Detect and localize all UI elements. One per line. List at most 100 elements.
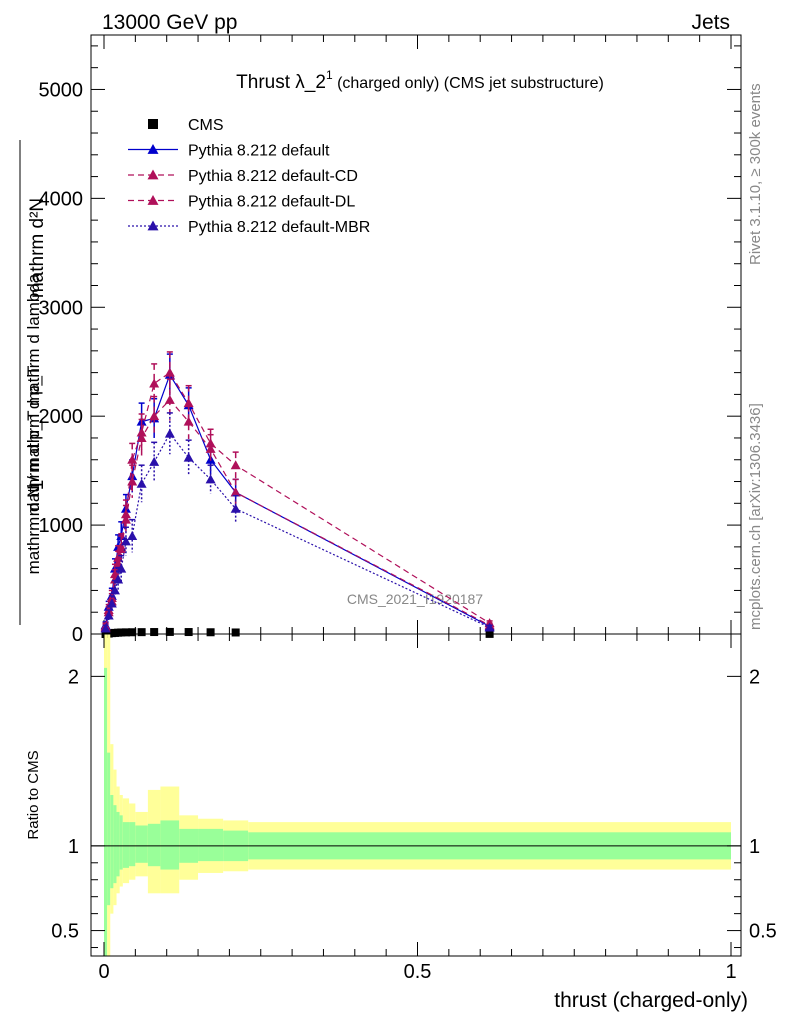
legend-item: Pythia 8.212 default-DL	[128, 194, 355, 211]
series-point	[100, 623, 111, 633]
ylabel-prefix-num: 1	[27, 480, 48, 491]
ylabel-denominator: mathrm d p_T mathrm d lambda	[24, 273, 43, 516]
cms-data-point	[165, 627, 174, 636]
legend-label: CMS	[188, 117, 224, 134]
series-point	[205, 443, 216, 453]
series-line	[104, 373, 490, 627]
ratio-y-tick-label: 1	[68, 836, 79, 858]
ratio-inner-band	[147, 823, 161, 867]
series-point	[149, 411, 160, 421]
ratio-inner-band	[107, 752, 111, 906]
legend-label: Pythia 8.212 default	[188, 143, 330, 160]
main-y-tick-label: 5000	[39, 79, 84, 101]
ratio-inner-band	[129, 822, 136, 867]
series-point	[164, 394, 175, 404]
series-point	[116, 544, 127, 554]
legend-marker-triangle	[147, 195, 159, 205]
series-point	[127, 454, 138, 464]
cms-data-point	[150, 628, 159, 637]
series-point	[205, 474, 216, 484]
ratio-inner-band	[116, 811, 120, 877]
legend-label: Pythia 8.212 default-DL	[188, 194, 355, 211]
series-point	[230, 503, 241, 513]
ratio-y-tick-label-right: 1	[749, 836, 760, 858]
series-point	[484, 622, 495, 632]
chart-title: Thrust λ_21 (charged only) (CMS jet subs…	[236, 68, 604, 93]
series-point	[120, 514, 131, 524]
main-y-tick-label: 2000	[39, 406, 84, 428]
series-layer	[100, 351, 495, 638]
title-rest: (charged only) (CMS jet substructure)	[333, 75, 604, 92]
ratio-y-tick-label: 0.5	[51, 921, 79, 943]
main-y-ticks: 0 1000 2000 3000 4000 5000	[39, 45, 741, 646]
cms-data-point	[137, 628, 146, 637]
series-point	[164, 367, 175, 377]
legend-item: Pythia 8.212 default-MBR	[128, 219, 370, 236]
ratio-y-tick-label-right: 2	[749, 666, 760, 688]
series-point	[127, 530, 138, 540]
main-y-tick-label: 4000	[39, 188, 84, 210]
ratio-inner-band	[135, 825, 148, 863]
legend: CMS Pythia 8.212 default Pythia 8.212 defa…	[128, 117, 370, 236]
ratio-y-ticks: 0.5 0.5 1 1 2 2	[51, 666, 777, 949]
rivet-label: Rivet 3.1.10, ≥ 300k events	[747, 83, 764, 265]
x-tick-label: 0	[98, 961, 109, 983]
series-point	[183, 416, 194, 426]
ratio-x-ticks: 0 0.5 1	[98, 634, 737, 983]
main-y-tick-label: 0	[72, 624, 83, 646]
process-label: Jets	[691, 11, 730, 34]
ylabel-numerator: mathrm d²N	[27, 198, 48, 298]
ratio-inner-band	[113, 805, 117, 884]
ratio-inner-band	[198, 828, 224, 862]
legend-marker-triangle	[147, 144, 159, 154]
legend-item: Pythia 8.212 default-CD	[128, 168, 358, 185]
series-point	[120, 536, 131, 546]
series-point	[149, 456, 160, 466]
legend-item: Pythia 8.212 default	[128, 143, 330, 160]
series-cms	[101, 627, 494, 638]
ratio-inner-band	[122, 822, 130, 868]
legend-marker-triangle	[147, 169, 159, 180]
legend-marker-square	[148, 119, 158, 129]
series-pythia-8-212-default-cd	[100, 351, 495, 631]
series-point	[136, 432, 147, 442]
ratio-y-tick-label-right: 0.5	[749, 921, 777, 943]
cms-data-point	[117, 628, 126, 637]
legend-label: Pythia 8.212 default-CD	[188, 168, 358, 185]
ratio-inner-band	[110, 795, 114, 889]
x-tick-label: 0.5	[404, 961, 432, 983]
cms-data-point	[121, 628, 130, 637]
ylabel-prefix-den: mathrm d N / mathrm d p_T	[24, 366, 43, 575]
ratio-frame	[90, 633, 742, 957]
series-pythia-8-212-default-mbr	[100, 412, 495, 633]
main-y-tick-label: 3000	[39, 297, 84, 319]
energy-label: 13000 GeV pp	[102, 11, 237, 34]
series-point	[136, 478, 147, 488]
series-point	[230, 460, 241, 470]
mcplots-label: mcplots.cern.ch [arXiv:1306.3436]	[747, 403, 764, 630]
ratio-panel: 0.5 0.51 12 2 0 0.5 1 Ratio to CMS thrust (ch…	[25, 633, 777, 1012]
series-pythia-8-212-default	[100, 353, 495, 631]
series-point	[164, 428, 175, 438]
series-point	[103, 610, 114, 620]
series-line	[104, 371, 490, 627]
legend-item: CMS	[148, 117, 224, 134]
main-y-tick-label: 1000	[39, 515, 84, 537]
series-point	[120, 509, 131, 519]
cms-data-point	[128, 628, 137, 637]
series-point	[127, 476, 138, 486]
series-point	[116, 563, 127, 573]
ratio-bands	[104, 634, 731, 956]
ratio-y-tick-label: 2	[68, 666, 79, 688]
x-tick-label: 1	[725, 961, 736, 983]
watermark: CMS_2021_I1920187	[347, 591, 483, 607]
ratio-inner-band	[119, 815, 123, 870]
series-point	[106, 598, 117, 608]
title-main: Thrust λ_2	[236, 72, 326, 93]
cms-data-point	[206, 628, 215, 637]
series-point	[149, 378, 160, 388]
ratio-y-label: Ratio to CMS	[25, 750, 42, 839]
series-point	[230, 487, 241, 497]
